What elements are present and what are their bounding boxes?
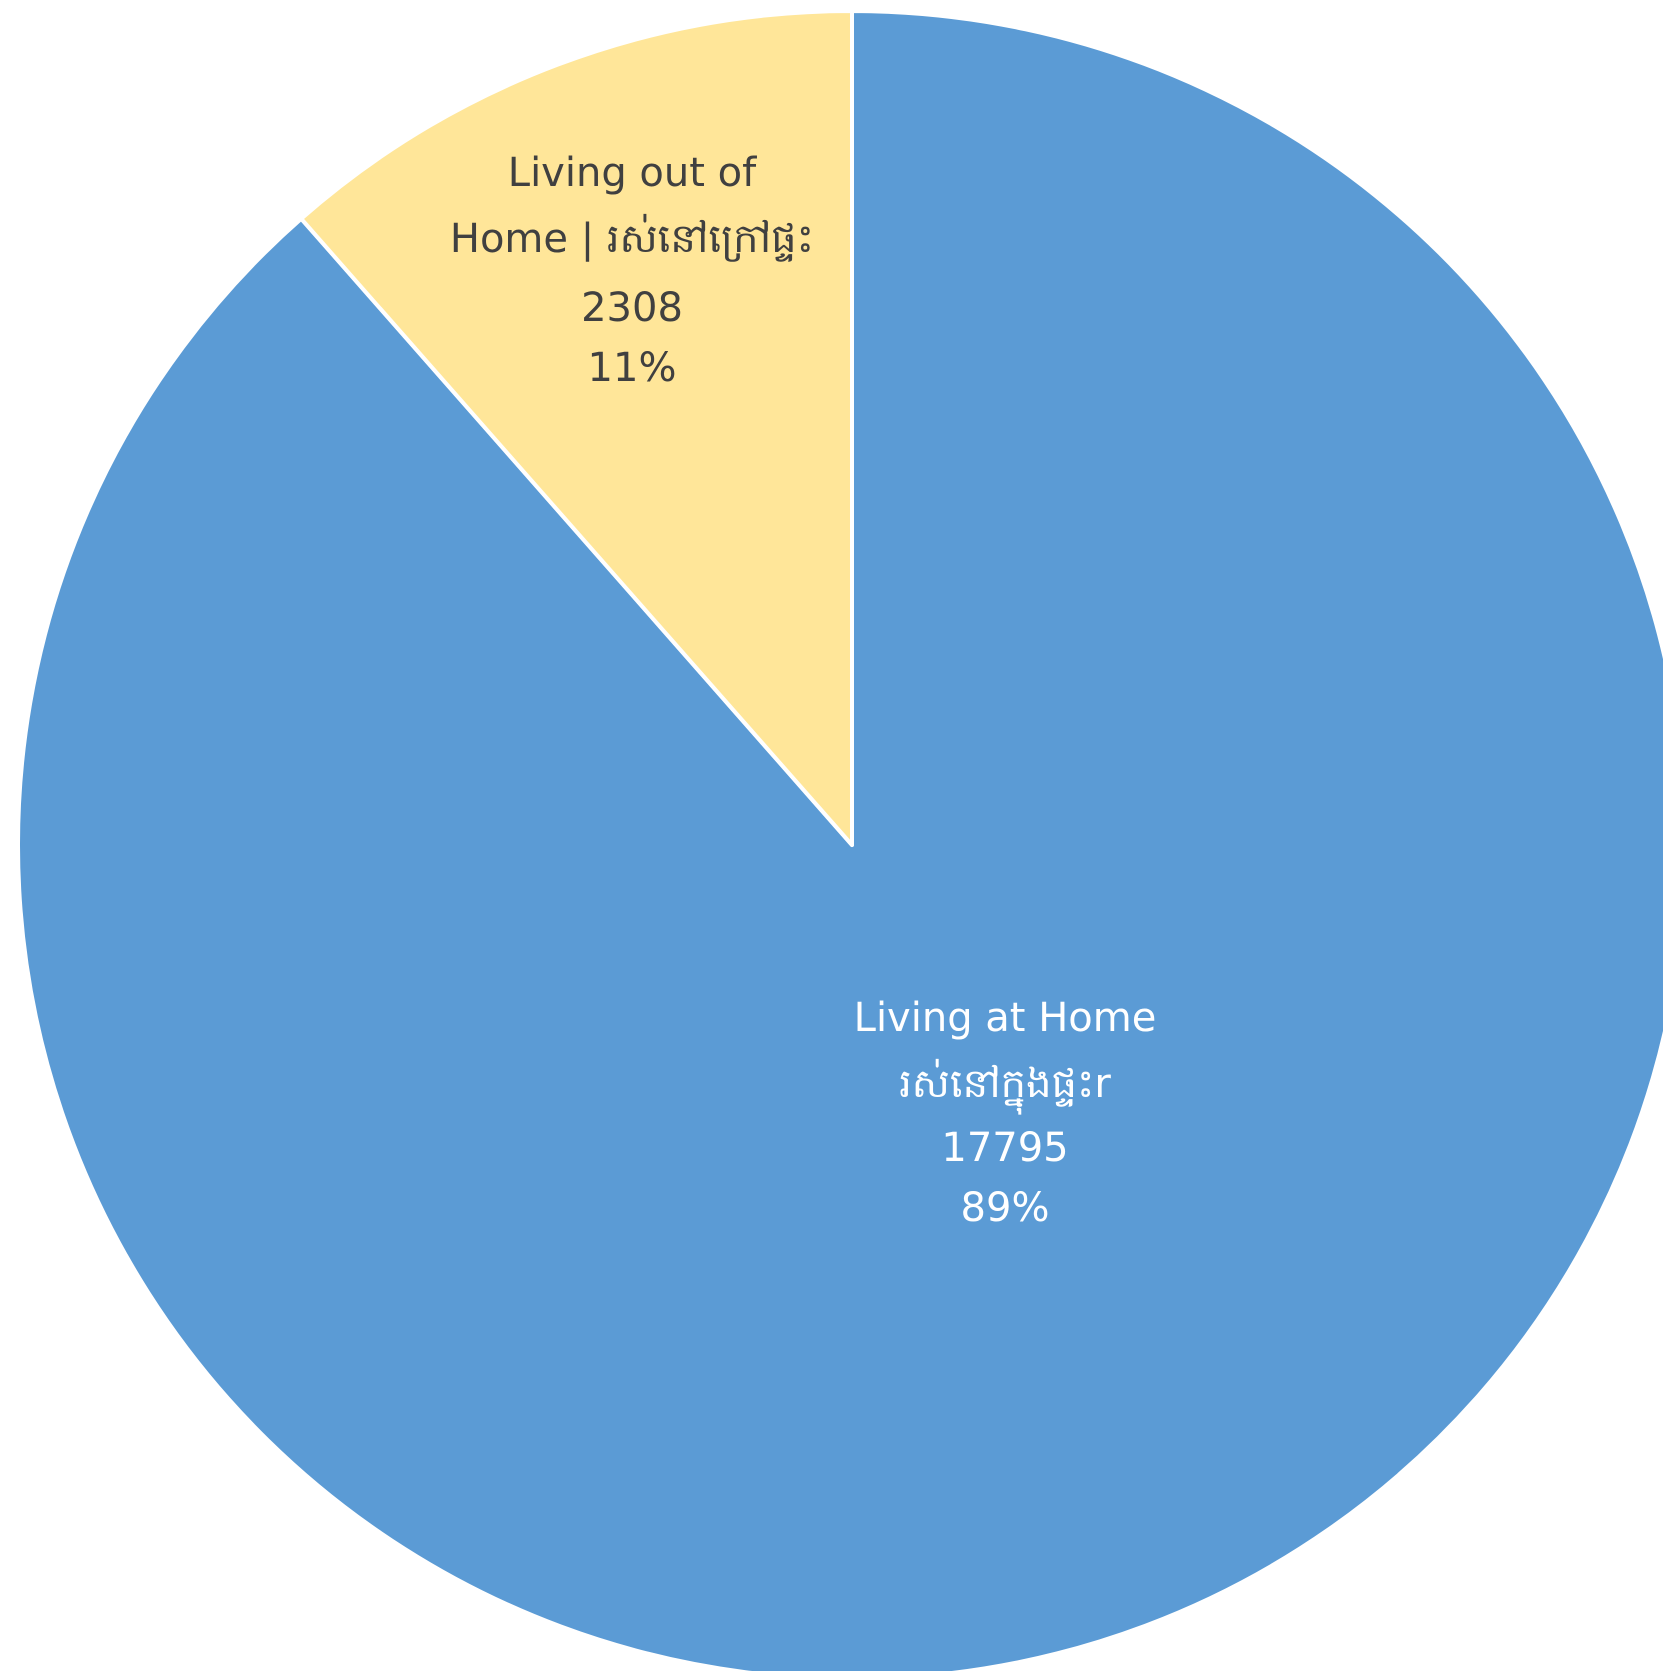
data-label-percent: 11% xyxy=(588,345,677,391)
data-label-category-line-2: Home | រស់នៅក្រៅផ្ទះ xyxy=(450,213,814,262)
data-label-category-line-1: Living at Home xyxy=(854,995,1157,1041)
data-label-value: 2308 xyxy=(581,285,683,331)
data-label-value: 17795 xyxy=(941,1125,1068,1171)
data-label-category-line-2: រស់នៅក្នុងផ្ទះr xyxy=(899,1058,1111,1115)
slices-layer xyxy=(18,11,1663,1671)
data-label-percent: 89% xyxy=(961,1185,1050,1231)
data-label-category-line-1: Living out of xyxy=(508,150,757,196)
